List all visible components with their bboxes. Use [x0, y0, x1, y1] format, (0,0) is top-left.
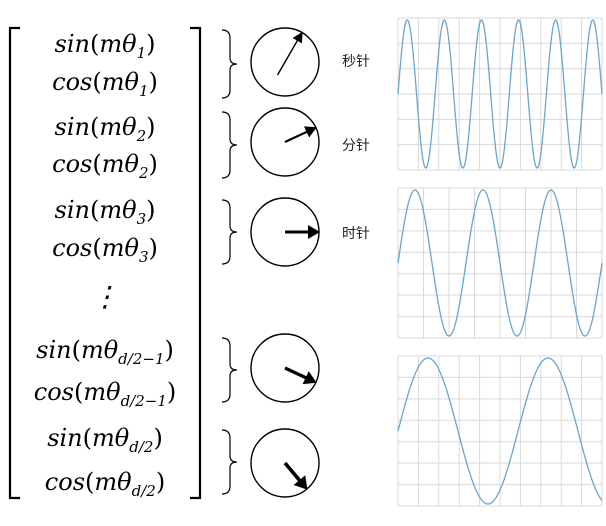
entry-paren-close: ) [164, 336, 173, 364]
clock-hand [276, 36, 301, 76]
vector-entry-sin-9: sin(mθd/2) [47, 424, 163, 456]
curly-brace-2 [221, 111, 238, 179]
entry-paren-close: ) [148, 68, 157, 96]
entry-paren-close: ) [156, 468, 165, 496]
entry-paren-close: ) [167, 378, 176, 406]
curly-brace-4 [221, 337, 238, 403]
entry-paren-open: ( [83, 424, 92, 452]
entry-subscript: d/2 [132, 482, 156, 500]
entry-paren-open: ( [92, 234, 101, 262]
entry-subscript: 1 [139, 82, 149, 100]
wave-charts [397, 17, 603, 507]
vector-brackets [8, 26, 202, 500]
entry-m: mθ [81, 336, 119, 364]
clock-label-second-hand: 秒针 [342, 54, 370, 70]
chart-grid [397, 17, 603, 171]
chart-slow-wave [397, 355, 603, 507]
entry-paren-open: ( [85, 468, 94, 496]
entry-fn: sin [36, 336, 71, 364]
entry-subscript: d/2 [129, 438, 153, 456]
arrow-head-icon [302, 371, 317, 385]
entry-fn: cos [52, 234, 92, 262]
entry-paren-open: ( [90, 196, 99, 224]
arrow-head-icon [308, 225, 320, 239]
entry-paren-close: ) [146, 196, 155, 224]
entry-m: mθ [102, 150, 140, 178]
clocks [250, 27, 320, 498]
entry-paren-close: ) [148, 234, 157, 262]
entry-paren-open: ( [92, 68, 101, 96]
entry-subscript: d/2−1 [118, 350, 164, 368]
wave-series-slow-wave [397, 357, 603, 505]
entry-subscript: 3 [139, 248, 149, 266]
arrow-head-icon [292, 31, 303, 44]
entry-m: mθ [83, 378, 121, 406]
entry-subscript: 3 [137, 210, 147, 228]
vector-entry-sin-7: sin(mθd/2−1) [36, 336, 174, 368]
clock-5 [250, 428, 320, 498]
entry-subscript: 2 [138, 164, 149, 182]
entry-paren-close: ) [148, 150, 157, 178]
entry-m: mθ [99, 196, 137, 224]
chart-medium-wave [397, 187, 603, 339]
entry-fn: cos [52, 68, 92, 96]
entry-fn: sin [55, 30, 90, 58]
curly-brace-5 [221, 429, 238, 495]
clock-label-hour-hand: 时针 [342, 226, 370, 242]
vector-entries: sin(mθ1)cos(mθ1)sin(mθ2)cos(mθ2)sin(mθ3)… [34, 30, 177, 500]
entry-subscript: d/2−1 [121, 392, 167, 410]
entry-paren-open: ( [90, 30, 99, 58]
entry-paren-close: ) [153, 424, 162, 452]
vector-entry-cos-10: cos(mθd/2) [45, 468, 165, 500]
vector-entry-cos-4: cos(mθ2) [52, 150, 158, 182]
clock-2 [250, 107, 320, 177]
entry-paren-open: ( [74, 378, 83, 406]
right-bracket [190, 26, 202, 500]
clock-labels: 秒针 分针 时针 [342, 54, 370, 242]
entry-fn: sin [55, 113, 90, 141]
entry-m: mθ [102, 234, 140, 262]
entry-paren-open: ( [72, 336, 81, 364]
vector-entry-sin-3: sin(mθ2) [55, 113, 156, 145]
vector-entry-cos-6: cos(mθ3) [52, 234, 158, 266]
chart-grid [397, 355, 603, 507]
wave-series-medium-wave [397, 189, 603, 337]
clock-3 [250, 197, 320, 267]
entry-m: mθ [99, 113, 137, 141]
left-bracket [8, 26, 20, 500]
entry-subscript: 2 [136, 127, 147, 145]
entry-m: mθ [92, 424, 130, 452]
entry-fn: sin [47, 424, 82, 452]
entry-m: mθ [94, 468, 132, 496]
entry-subscript: 1 [137, 44, 147, 62]
entry-paren-open: ( [92, 150, 101, 178]
entry-fn: cos [45, 468, 85, 496]
arrow-head-icon [293, 475, 308, 490]
entry-paren-close: ) [146, 113, 155, 141]
entry-paren-open: ( [90, 113, 99, 141]
vector-entry-sin-5: sin(mθ3) [55, 196, 156, 228]
entry-paren-close: ) [146, 30, 155, 58]
curly-brace-3 [221, 199, 238, 265]
chart-fast-wave [397, 17, 603, 171]
entry-m: mθ [102, 68, 140, 96]
vector-entry-sin-1: sin(mθ1) [55, 30, 156, 62]
wave-series-fast-wave [397, 19, 603, 169]
vertical-ellipsis: ⋮ [91, 280, 119, 313]
arrow-head-icon [303, 126, 317, 138]
entry-fn: cos [52, 150, 92, 178]
entry-fn: cos [34, 378, 74, 406]
clock-1 [250, 27, 320, 97]
clock-4 [250, 333, 320, 403]
clock-label-minute-hand: 分针 [342, 138, 370, 154]
vector-entry-cos-2: cos(mθ1) [52, 68, 158, 100]
entry-m: mθ [99, 30, 137, 58]
vector-entry-cos-8: cos(mθd/2−1) [34, 378, 177, 410]
curly-braces [221, 29, 238, 495]
curly-brace-1 [221, 29, 238, 99]
entry-fn: sin [55, 196, 90, 224]
